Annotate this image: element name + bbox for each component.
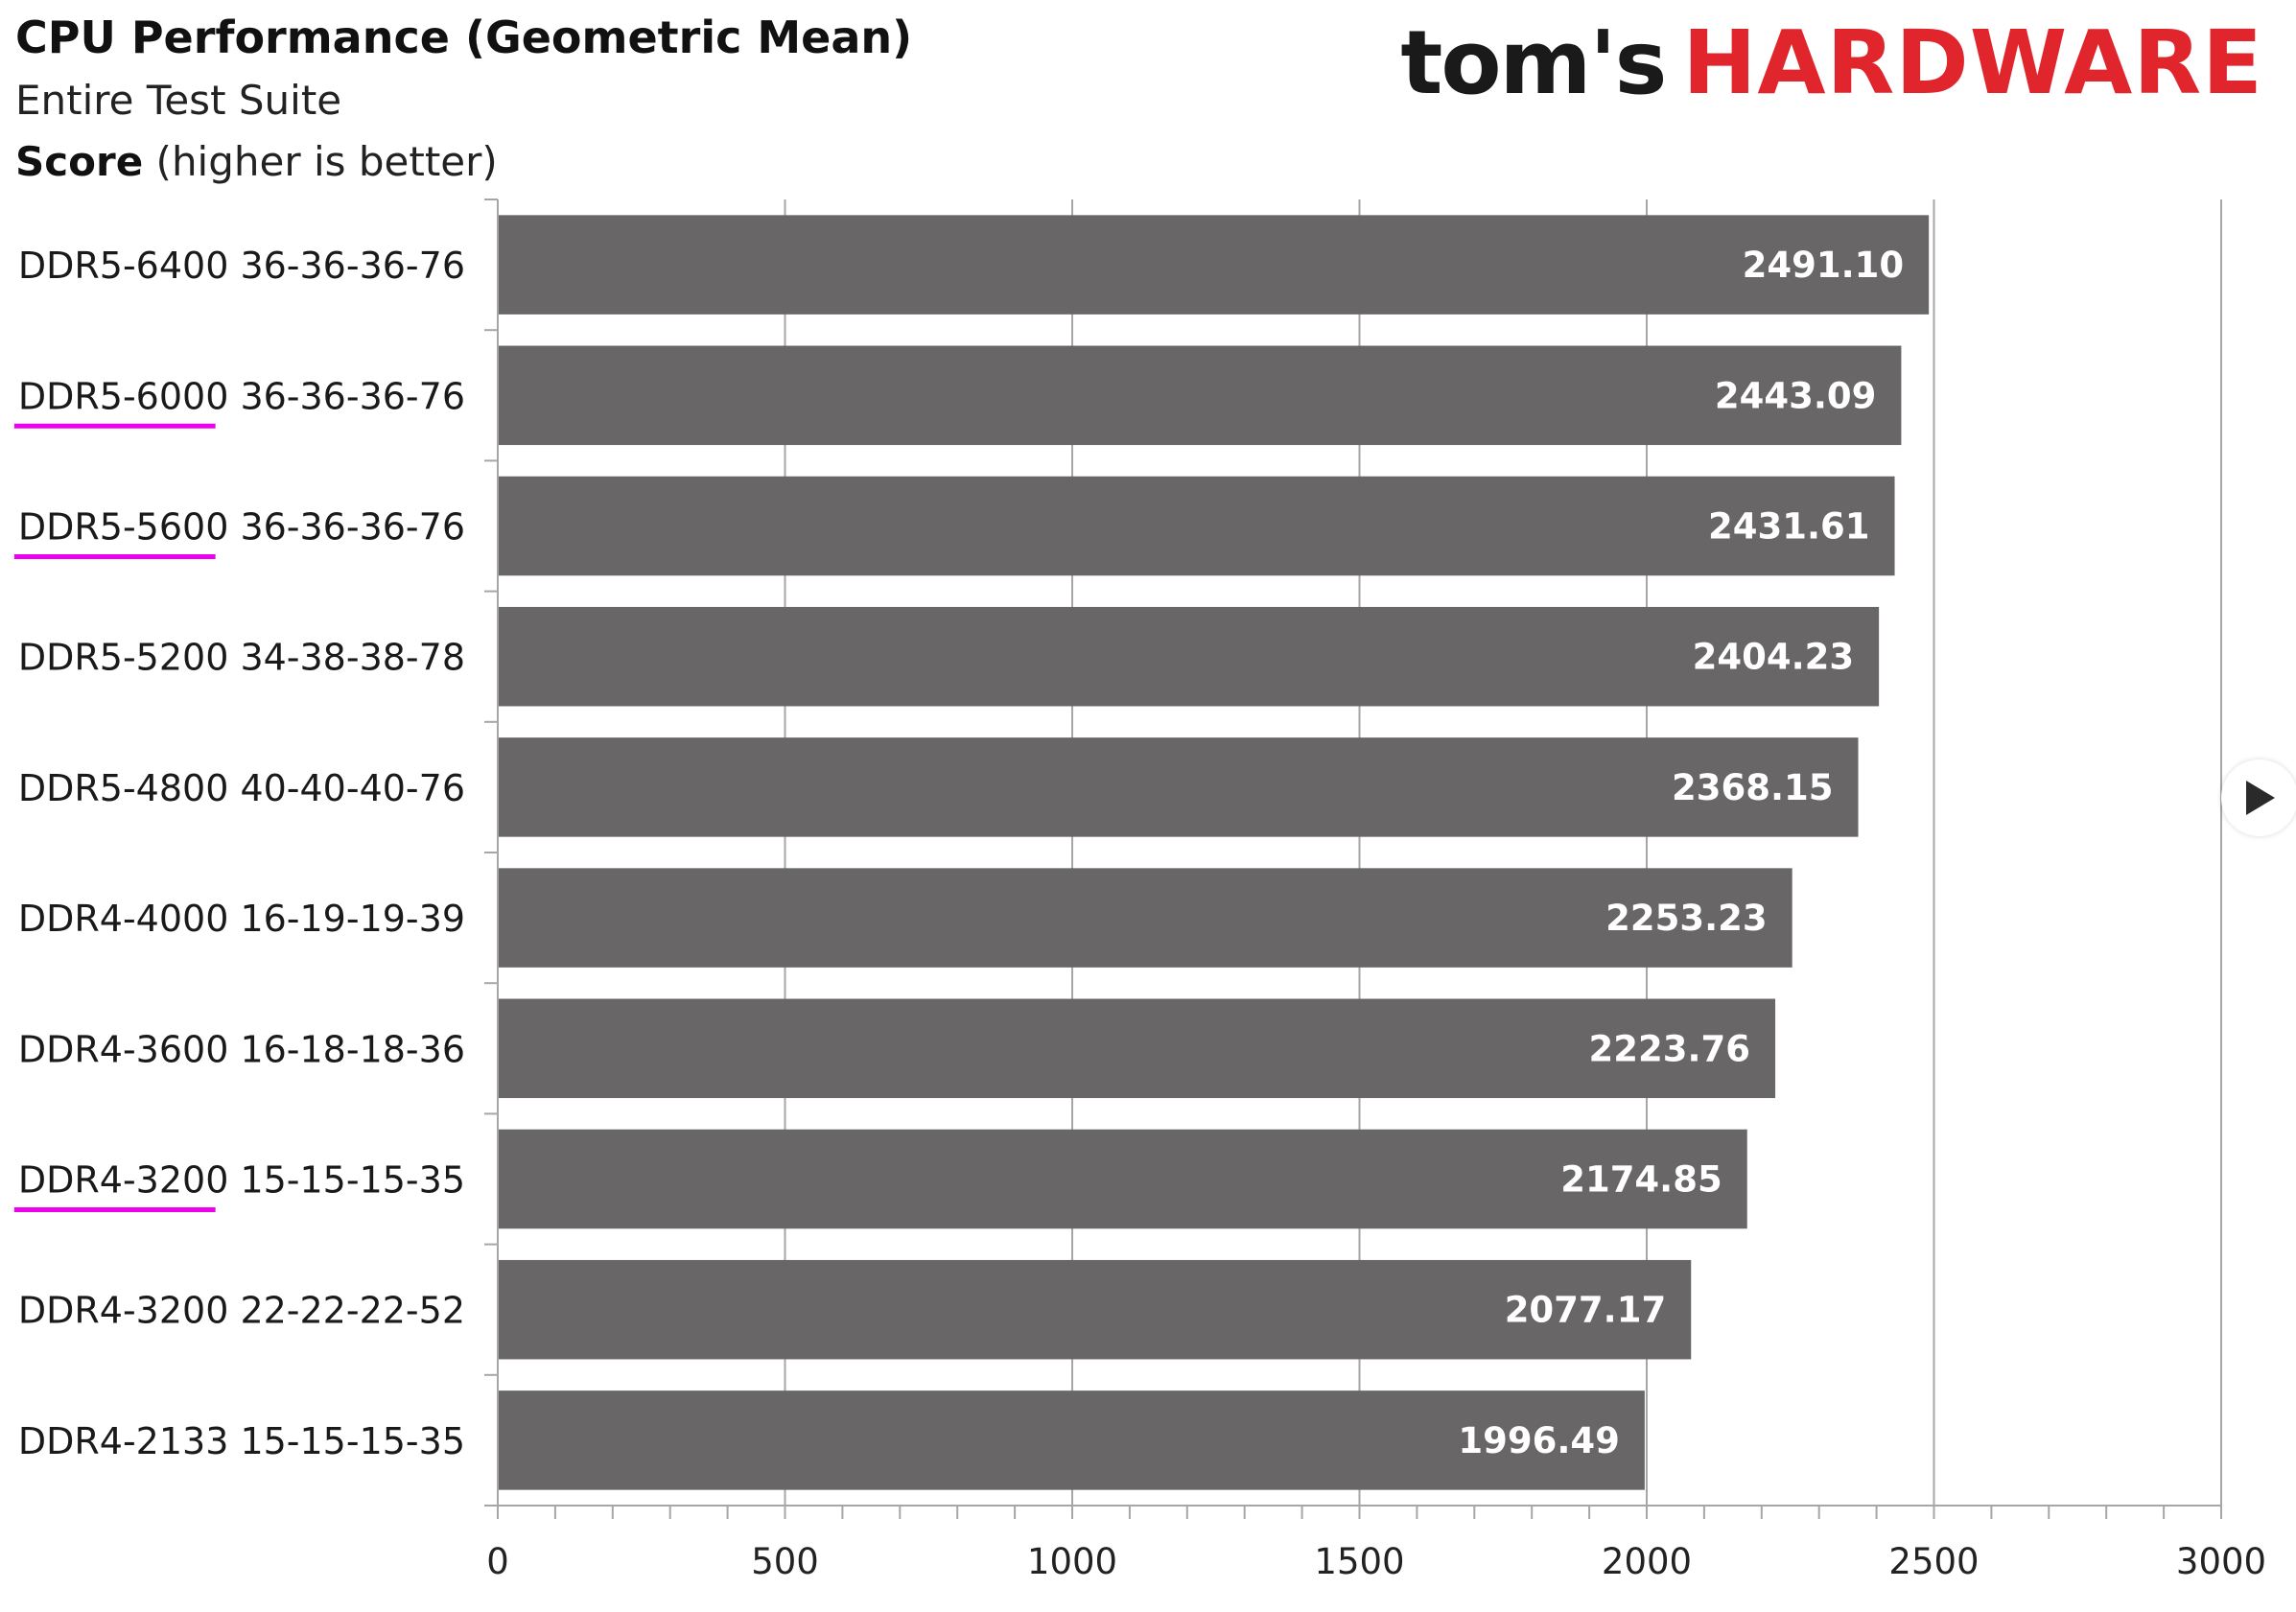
category-label: DDR4-3200 22-22-22-52 — [18, 1290, 465, 1332]
category-label: DDR5-6000 36-36-36-76 — [18, 375, 465, 417]
bar — [498, 1390, 1645, 1490]
bar — [498, 215, 1930, 315]
x-tick-label: 2500 — [1888, 1541, 1979, 1582]
category-label: DDR4-4000 16-19-19-39 — [18, 898, 465, 940]
value-label: 2174.85 — [1560, 1159, 1722, 1201]
value-label: 2253.23 — [1605, 898, 1768, 939]
value-label: 2431.61 — [1708, 506, 1870, 548]
x-tick-label: 2000 — [1602, 1541, 1692, 1582]
category-labels: DDR5-6400 36-36-36-76 DDR5-6000 36-36-36-… — [13, 245, 465, 1462]
value-label: 2443.09 — [1715, 375, 1877, 416]
bar — [498, 1259, 1692, 1360]
x-tick-label: 500 — [751, 1541, 819, 1582]
logo-part1: tom's — [1400, 12, 1665, 114]
bar — [498, 606, 1880, 707]
x-tick-label: 0 — [486, 1541, 509, 1582]
chart-title: CPU Performance (Geometric Mean) — [15, 12, 912, 63]
value-label: 1996.49 — [1458, 1420, 1620, 1461]
chart-subtitle: Entire Test Suite — [15, 77, 341, 124]
bar — [498, 868, 1792, 968]
value-label: 2404.23 — [1693, 637, 1855, 678]
value-label: 2491.10 — [1743, 245, 1905, 286]
logo-text: tom's HARDWARE — [1400, 12, 2263, 114]
value-label: 2368.15 — [1672, 767, 1834, 808]
bar — [498, 476, 1895, 576]
category-label: DDR5-5200 34-38-38-78 — [18, 637, 465, 679]
value-label: 2077.17 — [1505, 1290, 1667, 1331]
bar — [498, 737, 1859, 837]
y-axis-label-bold: Score — [15, 138, 143, 185]
play-icon — [2246, 781, 2275, 815]
y-axis-label-rest: (higher is better) — [143, 138, 498, 185]
logo: tom's HARDWARE — [1400, 12, 2263, 114]
category-label: DDR5-5600 36-36-36-76 — [18, 506, 465, 549]
category-label: DDR4-3600 16-18-18-36 — [18, 1028, 465, 1070]
bar — [498, 998, 1776, 1099]
y-axis-label: Score (higher is better) — [15, 138, 498, 185]
category-label: DDR4-2133 15-15-15-35 — [18, 1420, 465, 1462]
bar — [498, 1129, 1747, 1229]
category-label: DDR4-3200 15-15-15-35 — [18, 1159, 465, 1202]
logo-part2: HARDWARE — [1682, 12, 2263, 114]
x-tick-label: 3000 — [2176, 1541, 2266, 1582]
next-chart-button[interactable] — [2221, 759, 2296, 836]
bars — [498, 215, 1930, 1490]
x-tick-label: 1500 — [1314, 1541, 1404, 1582]
value-labels: 2491.10 2443.09 2431.61 2404.23 2368.15 2253.… — [1458, 245, 1904, 1461]
category-label: DDR5-4800 40-40-40-76 — [18, 767, 465, 809]
value-label: 2223.76 — [1589, 1028, 1751, 1069]
x-tick-label: 1000 — [1027, 1541, 1117, 1582]
x-axis: 0 500 1000 1500 2000 2500 3000 — [484, 199, 2266, 1582]
category-label: DDR5-6400 36-36-36-76 — [18, 245, 465, 287]
bar — [498, 345, 1902, 446]
